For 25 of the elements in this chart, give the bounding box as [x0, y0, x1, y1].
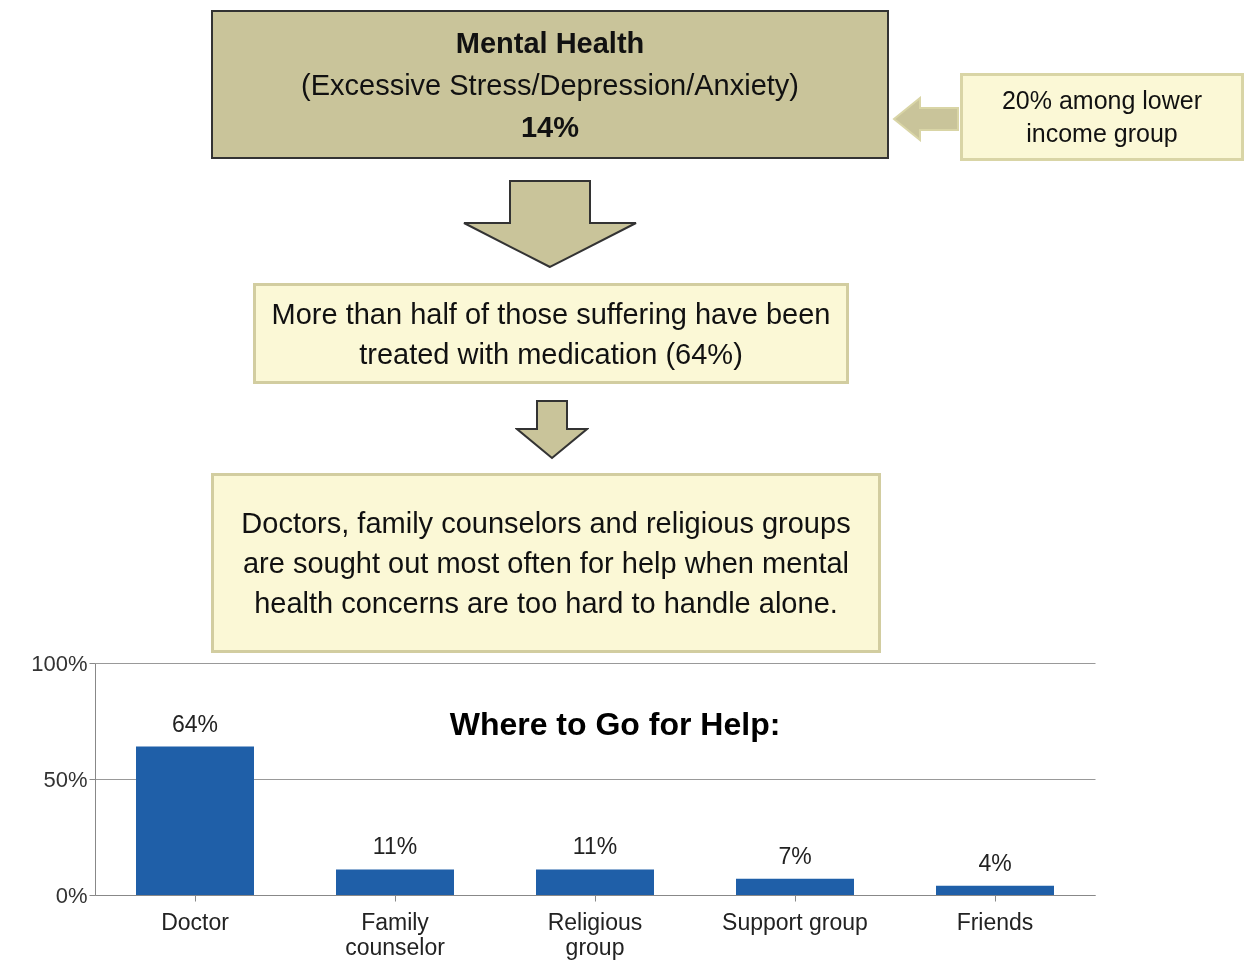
data-label: 7%: [778, 842, 812, 869]
data-label: 11%: [372, 833, 418, 860]
data-label: 64%: [171, 710, 219, 737]
x-tick-label: Friends: [956, 908, 1034, 935]
data-label: 11%: [572, 833, 618, 860]
text: Where to Go for Help:: [449, 706, 781, 742]
text: Mental Health: [455, 25, 645, 61]
x-tick-label: Support group: [722, 908, 868, 935]
y-tick-label: 100%: [31, 650, 88, 676]
bar: [536, 869, 654, 895]
y-tick-label: 0%: [55, 882, 88, 908]
x-tick-label: Religious group: [547, 908, 643, 960]
text: (Excessive Stress/Depression/Anxiety): [301, 67, 799, 103]
x-tick-label: Doctor: [161, 908, 230, 935]
text: Doctors, family counselors and religious groups are sought out most often for help when mental health concerns are too hard to handle alone.: [240, 506, 852, 621]
x-tick-label: Family counselor: [345, 908, 446, 960]
text: 20% among lower income group: [1000, 85, 1204, 149]
bar: [936, 885, 1054, 895]
y-tick-label: 50%: [43, 766, 88, 792]
bar: [736, 878, 854, 895]
bar: [336, 869, 454, 895]
bar: [136, 746, 254, 895]
text: 14%: [520, 109, 580, 145]
data-label: 4%: [978, 849, 1012, 876]
text: More than half of those suffering have been treated with medication (64%): [270, 296, 832, 372]
